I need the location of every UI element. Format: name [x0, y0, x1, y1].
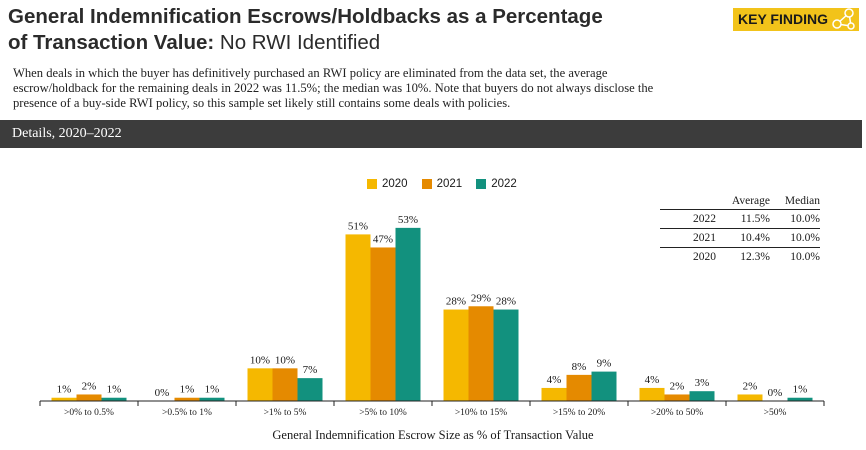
bar — [51, 397, 77, 401]
bar — [272, 368, 298, 401]
x-tick-label: >1% to 5% — [264, 408, 307, 418]
x-tick-label: >50% — [764, 408, 787, 418]
data-label: 0% — [768, 387, 783, 399]
page-title: General Indemnification Escrows/Holdback… — [8, 4, 708, 56]
data-label: 1% — [793, 384, 808, 396]
legend-item: 2022 — [476, 176, 517, 192]
data-label: 51% — [348, 220, 368, 232]
data-label: 8% — [572, 361, 587, 373]
data-label: 0% — [155, 387, 170, 399]
stats-year: 2021 — [693, 232, 716, 244]
legend-swatch — [421, 179, 432, 189]
bar — [345, 234, 371, 401]
x-tick-label: >0% to 0.5% — [64, 408, 114, 418]
stats-row: 2020 12.3% 10.0% — [660, 247, 820, 266]
data-label: 28% — [496, 296, 516, 308]
data-label: 10% — [275, 354, 295, 366]
stats-median: 10.0% — [790, 213, 820, 225]
key-finding-label: KEY FINDING — [733, 8, 833, 31]
stats-median: 10.0% — [790, 232, 820, 244]
stats-row: 2021 10.4% 10.0% — [660, 228, 820, 247]
intro-paragraph: When deals in which the buyer has defini… — [13, 66, 654, 110]
bar — [639, 387, 665, 401]
data-label: 1% — [205, 384, 220, 396]
data-label: 2% — [743, 380, 758, 392]
stats-year: 2020 — [693, 251, 716, 263]
bar — [443, 309, 469, 401]
data-label: 10% — [250, 354, 270, 366]
stats-header-average: Average — [731, 195, 770, 207]
bar — [247, 368, 273, 401]
stats-median: 10.0% — [790, 251, 820, 263]
chart-legend: 2020 2021 2022 — [367, 176, 517, 192]
legend-swatch — [476, 179, 487, 189]
data-label: 29% — [471, 292, 491, 304]
data-label: 4% — [645, 374, 660, 386]
data-label: 1% — [57, 384, 72, 396]
x-axis-title: General Indemnification Escrow Size as %… — [272, 428, 594, 442]
network-nodes-icon — [829, 8, 859, 31]
bar — [689, 391, 715, 401]
legend-item: 2021 — [421, 176, 463, 192]
bar — [664, 394, 690, 401]
bar — [370, 247, 396, 401]
stats-year: 2022 — [693, 213, 716, 225]
bar — [395, 227, 421, 401]
legend-label: 2021 — [436, 178, 463, 190]
legend-label: 2022 — [491, 178, 517, 190]
key-finding-badge: KEY FINDING — [733, 4, 859, 36]
title-part-3: of Transaction Value: — [8, 31, 215, 54]
data-label: 3% — [695, 377, 710, 389]
stats-header-row: Average Median — [660, 193, 820, 209]
bar — [101, 397, 127, 401]
x-tick-label: >5% to 10% — [359, 408, 407, 418]
stats-average: 11.5% — [740, 213, 770, 225]
bar — [541, 387, 567, 401]
legend-label: 2020 — [382, 178, 408, 190]
title-part-2: Escrows/Holdbacks as a Percentage — [241, 5, 603, 28]
stats-table: Average Median 2022 11.5% 10.0% 2021 10.… — [660, 193, 820, 266]
bar — [174, 397, 200, 401]
legend-item: 2020 — [367, 176, 408, 192]
bar — [297, 378, 323, 401]
data-label: 9% — [597, 358, 612, 370]
bar — [493, 309, 519, 401]
bar — [566, 374, 592, 401]
data-label: 1% — [107, 384, 122, 396]
data-label: 47% — [373, 233, 393, 245]
bar — [76, 394, 102, 401]
stats-average: 10.4% — [740, 232, 770, 244]
title-part-1: General Indemnification — [8, 5, 242, 28]
x-tick-label: >0.5% to 1% — [162, 408, 212, 418]
legend-swatch — [367, 179, 377, 189]
x-tick-label: >15% to 20% — [553, 408, 605, 418]
data-label: 4% — [547, 374, 562, 386]
data-label: 7% — [303, 364, 318, 376]
title-part-4: No RWI Identified — [214, 31, 381, 54]
data-label: 2% — [670, 380, 685, 392]
stats-row: 2022 11.5% 10.0% — [660, 209, 820, 228]
bar — [787, 397, 813, 401]
bar — [591, 371, 617, 401]
bar — [468, 306, 494, 401]
stats-header-median: Median — [784, 195, 820, 207]
x-tick-label: >10% to 15% — [455, 408, 507, 418]
stats-average: 12.3% — [740, 251, 770, 263]
data-label: 28% — [446, 296, 466, 308]
bar — [737, 394, 763, 401]
data-label: 2% — [82, 380, 97, 392]
section-header: Details, 2020–2022 — [0, 120, 862, 148]
x-tick-label: >20% to 50% — [651, 408, 703, 418]
data-label: 53% — [398, 214, 418, 226]
data-label: 1% — [180, 384, 195, 396]
bar — [199, 397, 225, 401]
